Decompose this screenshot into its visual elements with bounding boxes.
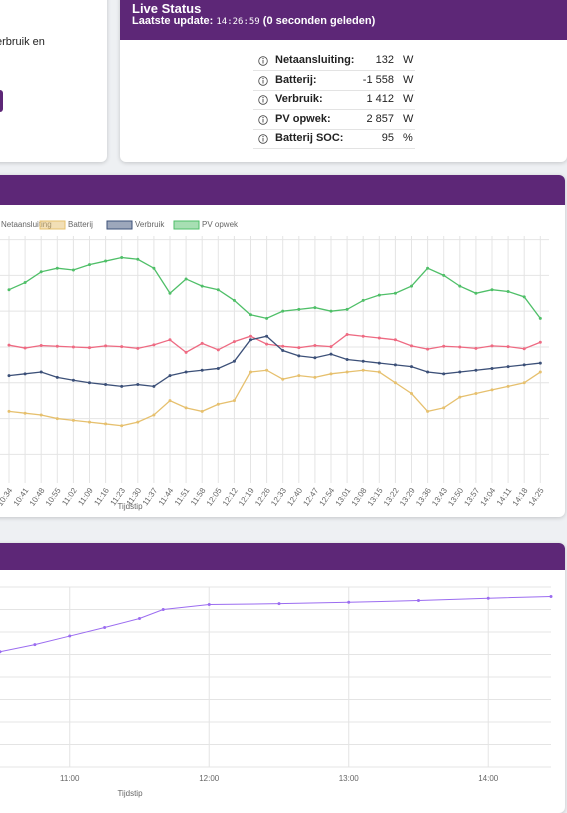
row-value: 1 412 [366,93,394,105]
row-value: 132 [375,54,394,66]
row-label: Verbruik: [275,93,323,105]
live-status-card: Live Status Laatste update: 14:26:59 (0 … [120,0,567,162]
soc-chart-card [0,543,565,813]
row-value: 95 [381,132,394,144]
update-line: Laatste update: 14:26:59 (0 seconden gel… [132,15,375,27]
power-chart-card [0,175,565,517]
info-icon [258,75,268,86]
card-title: Live Status [132,1,202,16]
status-row: Verbruik: 1 412 W [253,90,415,110]
row-label: Netaansluiting: [275,54,355,66]
status-row: Netaansluiting: 132 W [253,51,415,71]
card-header [0,175,565,205]
update-time: 14:26:59 [216,17,260,27]
status-row: Batterij: -1 558 W [253,71,415,91]
row-label: Batterij: [275,73,317,86]
row-unit: W [403,112,414,125]
row-value: 2 857 [366,112,394,125]
row-unit: W [403,93,414,105]
update-ago: (0 seconden geleden) [262,15,376,27]
status-row: PV opwek: 2 857 W [253,110,415,130]
left-card: erbruik en [0,0,107,162]
info-icon [258,56,268,66]
button[interactable] [0,90,3,112]
info-icon [258,95,268,105]
update-label: Laatste update: [132,15,214,27]
card-header [0,543,565,570]
card-text: erbruik en [0,36,45,48]
row-value: -1 558 [362,73,394,86]
row-unit: W [403,73,414,86]
card-header [120,0,567,40]
info-icon [258,114,268,125]
row-label: PV opwek: [275,112,331,125]
row-unit: % [403,132,413,144]
info-icon [258,134,268,144]
status-row: Batterij SOC: 95% [253,129,415,149]
row-unit: W [403,54,414,66]
row-label: Batterij SOC: [275,132,344,144]
